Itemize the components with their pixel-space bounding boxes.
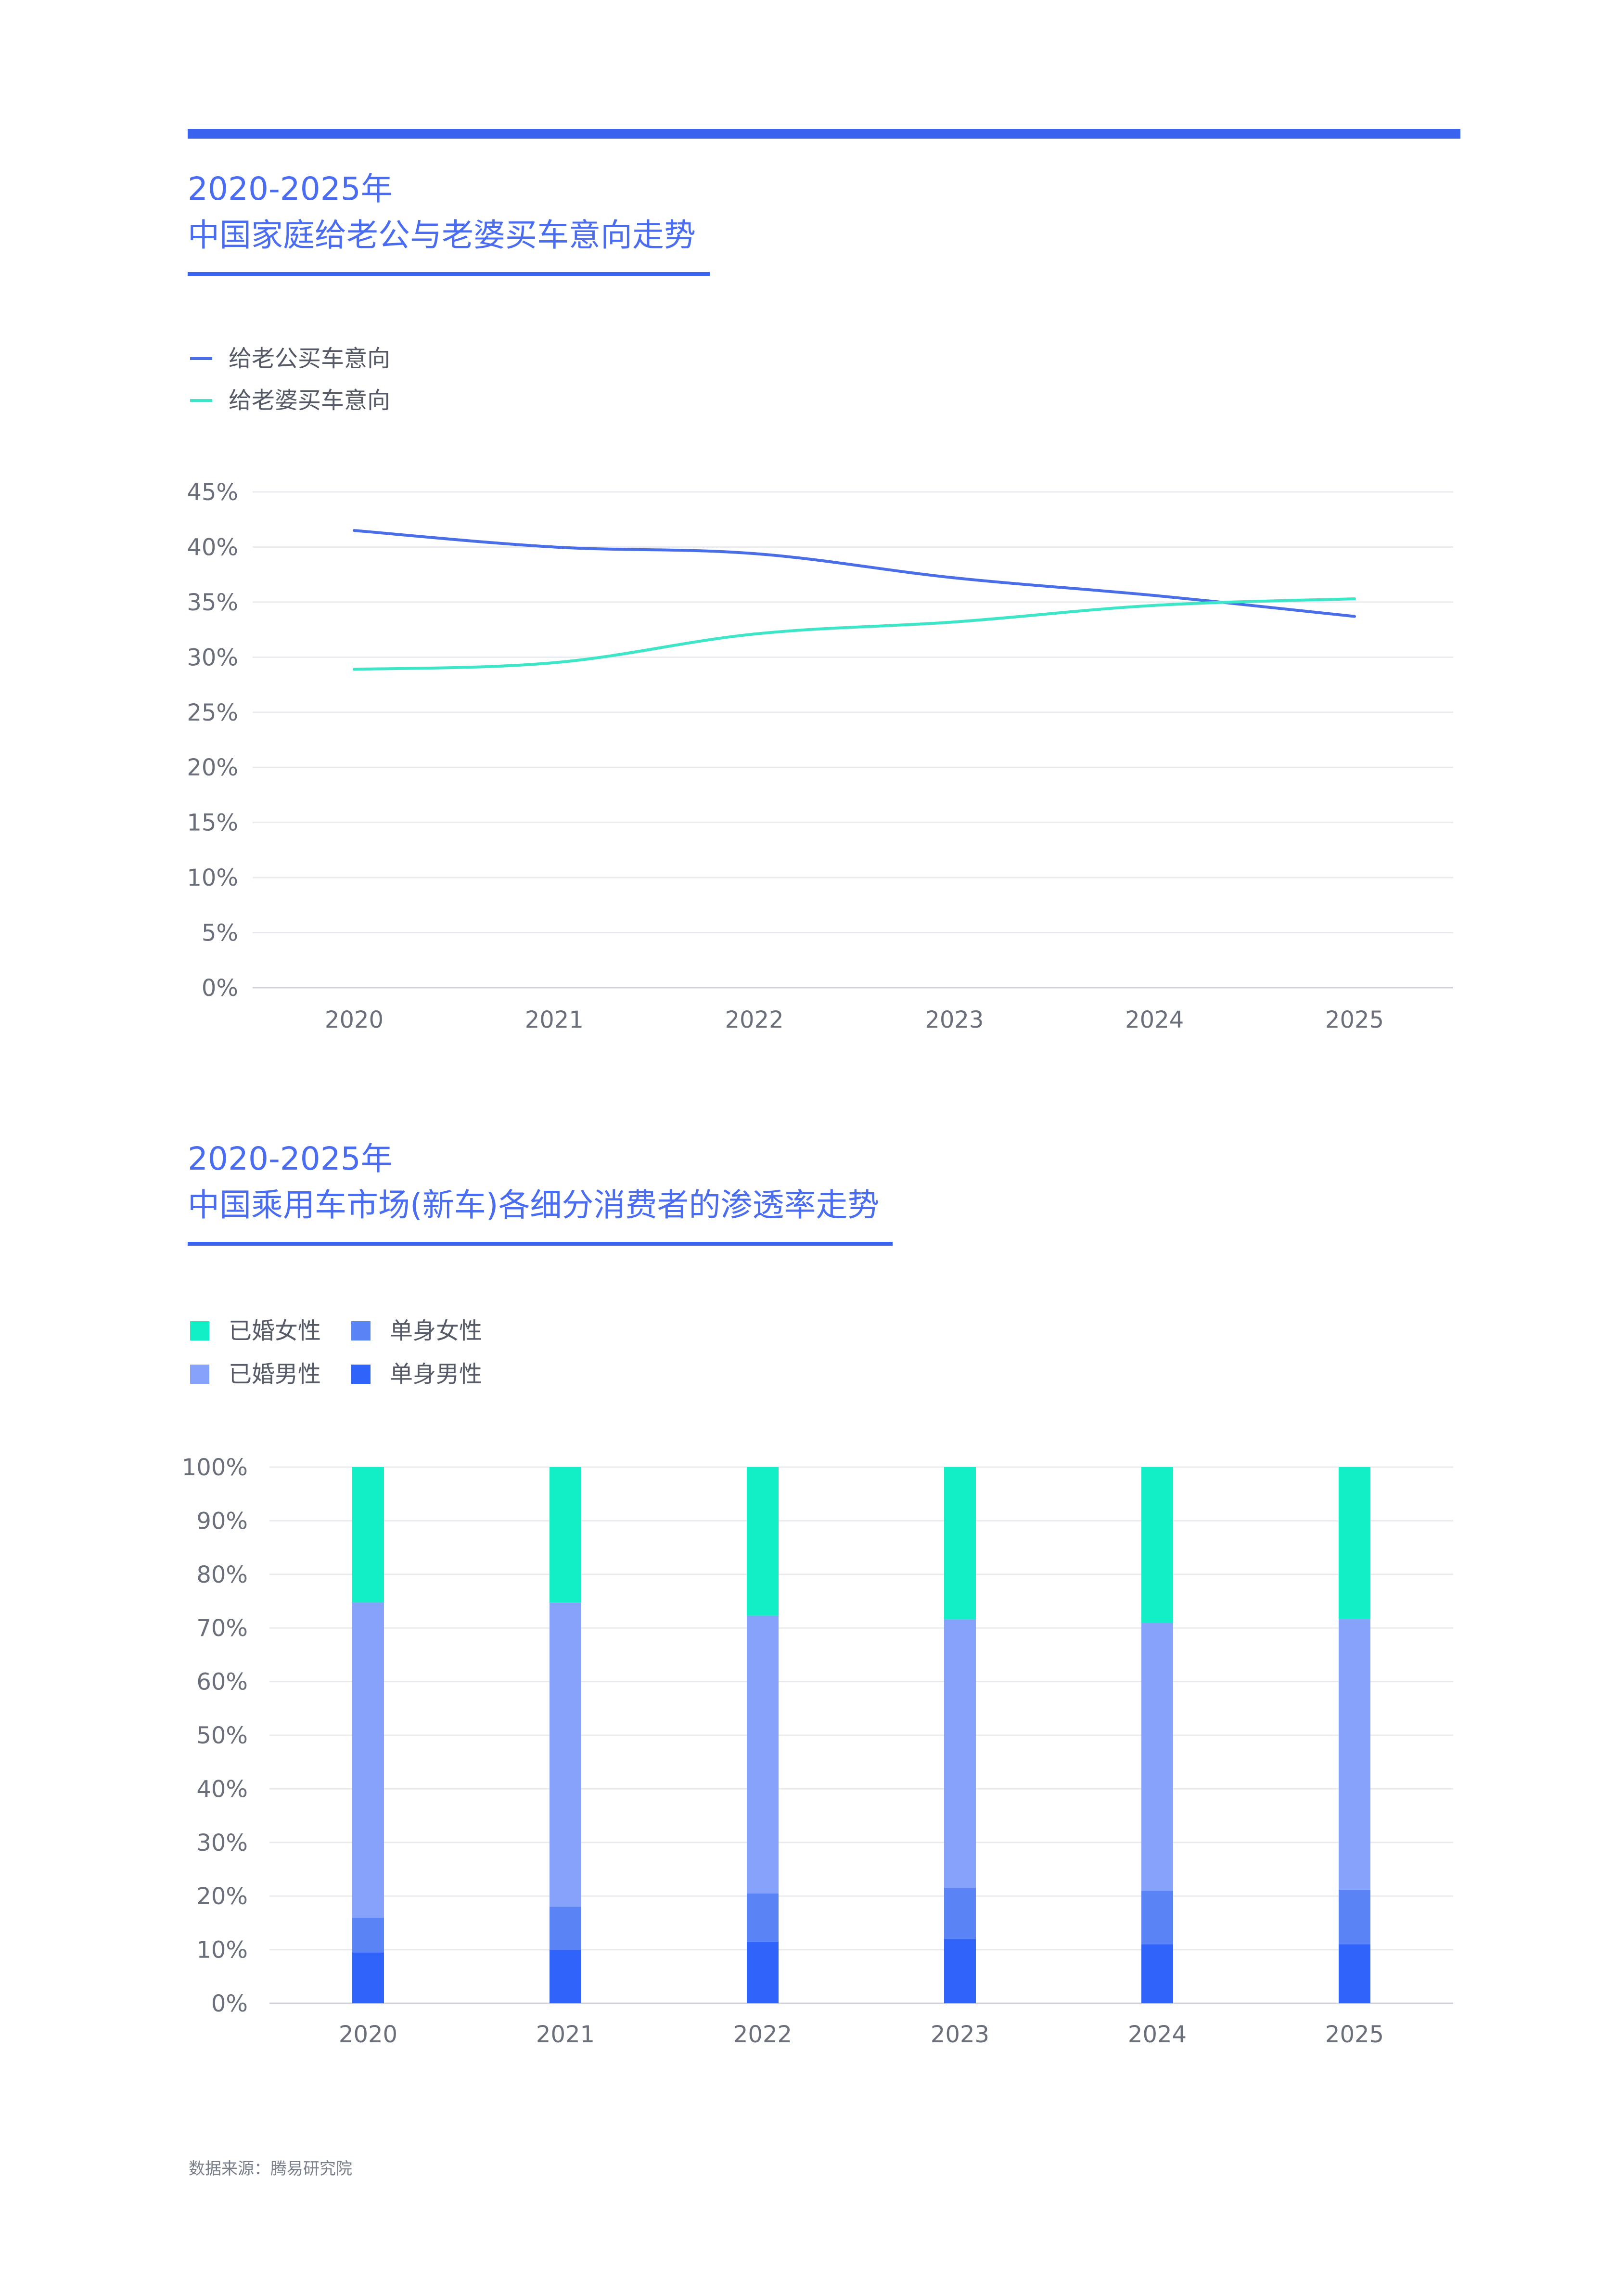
chart2-title-underline: [188, 1242, 893, 1246]
bar-segment: [550, 1602, 581, 1907]
x-tick-label: 2023: [925, 1006, 984, 1033]
x-tick-label: 2024: [1125, 1006, 1184, 1033]
y-tick-label: 15%: [187, 810, 238, 837]
bar-segment: [1141, 1944, 1173, 2003]
chart2-legend-item-married-male: 已婚男性: [190, 1360, 321, 1389]
bar-segment: [747, 1467, 779, 1616]
bar-segment: [352, 1467, 384, 1602]
legend-line-swatch: [190, 399, 212, 402]
legend-label: 已婚男性: [229, 1361, 321, 1388]
y-tick-label: 20%: [187, 754, 238, 781]
y-tick-label: 100%: [182, 1454, 248, 1481]
bar-segment: [944, 1467, 976, 1620]
bar-segment: [944, 1939, 976, 2003]
bar-segment: [1141, 1891, 1173, 1945]
y-tick-label: 80%: [196, 1561, 248, 1588]
y-tick-label: 30%: [196, 1830, 248, 1857]
bar-segment: [944, 1888, 976, 1939]
chart2-legend-item-single-female: 单身女性: [351, 1316, 482, 1345]
bar-segment: [747, 1615, 779, 1894]
x-tick-label: 2022: [725, 1006, 784, 1033]
chart1-legend-item-wife: 给老婆买车意向: [190, 386, 390, 415]
x-tick-label: 2022: [733, 2021, 792, 2048]
x-tick-label: 2025: [1325, 2021, 1384, 2048]
x-tick-label: 2023: [931, 2021, 989, 2048]
bar-segment: [352, 1917, 384, 1953]
y-tick-label: 10%: [187, 864, 238, 891]
legend-square-swatch: [190, 1365, 209, 1384]
legend-label: 单身女性: [390, 1317, 483, 1344]
y-tick-label: 45%: [187, 479, 238, 506]
x-tick-label: 2024: [1128, 2021, 1187, 2048]
legend-line-swatch: [190, 357, 212, 360]
bar-segment: [1141, 1623, 1173, 1891]
top-accent-bar: [188, 129, 1460, 139]
x-tick-label: 2020: [325, 1006, 384, 1033]
bar-segment: [944, 1619, 976, 1888]
bar-segment: [1339, 1944, 1370, 2003]
y-tick-label: 5%: [202, 920, 238, 947]
y-tick-label: 0%: [202, 975, 238, 1002]
bar-segment: [1339, 1467, 1370, 1619]
chart1-title-line1: 2020-2025年: [188, 170, 393, 207]
y-tick-label: 25%: [187, 699, 238, 726]
bar-segment: [550, 1467, 581, 1603]
bar-segment: [747, 1941, 779, 2003]
legend-square-swatch: [190, 1321, 209, 1341]
legend-label: 给老婆买车意向: [229, 387, 391, 414]
y-tick-label: 40%: [196, 1776, 248, 1803]
bar-segment: [1339, 1889, 1370, 1945]
series-line-husband: [353, 529, 1356, 618]
chart1-title-block: 2020-2025年 中国家庭给老公与老婆买车意向走势: [188, 166, 710, 276]
y-tick-label: 50%: [196, 1722, 248, 1749]
x-tick-label: 2020: [339, 2021, 397, 2048]
legend-label: 已婚女性: [229, 1317, 321, 1344]
y-tick-label: 60%: [196, 1669, 248, 1696]
chart1-title-line2: 中国家庭给老公与老婆买车意向走势: [188, 217, 696, 254]
chart1-legend-item-husband: 给老公买车意向: [190, 344, 390, 373]
bar-segment: [352, 1952, 384, 2003]
legend-label: 单身男性: [390, 1361, 483, 1388]
y-tick-label: 20%: [196, 1883, 248, 1910]
y-tick-label: 70%: [196, 1615, 248, 1642]
bar-segment: [1141, 1467, 1173, 1623]
source-note: 数据来源：腾易研究院: [189, 2159, 352, 2179]
series-line-wife: [353, 597, 1356, 671]
y-tick-label: 30%: [187, 644, 238, 671]
y-tick-label: 35%: [187, 589, 238, 616]
bar-segment: [550, 1907, 581, 1950]
chart2-legend-item-single-male: 单身男性: [351, 1360, 482, 1389]
y-tick-label: 0%: [211, 1990, 248, 2017]
legend-square-swatch: [351, 1321, 371, 1341]
legend-square-swatch: [351, 1365, 371, 1384]
chart2-title-line2: 中国乘用车市场(新车)各细分消费者的渗透率走势: [188, 1186, 880, 1224]
legend-label: 给老公买车意向: [229, 345, 391, 372]
bar-segment: [550, 1949, 581, 2003]
x-tick-label: 2025: [1325, 1006, 1384, 1033]
y-tick-label: 40%: [187, 534, 238, 561]
chart1-title-underline: [188, 272, 710, 276]
chart2-title-block: 2020-2025年 中国乘用车市场(新车)各细分消费者的渗透率走势: [188, 1136, 893, 1246]
x-tick-label: 2021: [525, 1006, 584, 1033]
x-tick-label: 2021: [536, 2021, 595, 2048]
y-tick-label: 10%: [196, 1937, 248, 1964]
y-tick-label: 90%: [196, 1508, 248, 1534]
bar-segment: [1339, 1619, 1370, 1890]
line-chart: 0% 5% 10% 15% 20% 25% 30% 35% 40% 45% 2020 2021 2022…: [187, 479, 1453, 1033]
bar-segment: [747, 1893, 779, 1942]
chart2-legend-item-married-female: 已婚女性: [190, 1316, 321, 1345]
bar-segment: [352, 1602, 384, 1918]
chart2-title-line1: 2020-2025年: [188, 1140, 393, 1177]
stacked-bar-chart: 0% 10% 20% 30% 40% 50% 60% 70% 80% 90% 100% 2020 202…: [182, 1454, 1453, 2048]
